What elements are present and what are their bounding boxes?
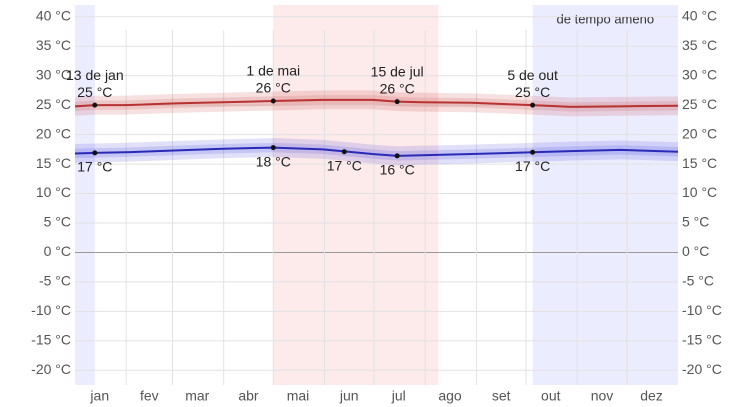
- x-tick-label: out: [541, 388, 561, 404]
- y-tick-label: 0 °C: [44, 243, 71, 259]
- season-region: [75, 5, 95, 385]
- annotation-value: 16 °C: [380, 162, 415, 178]
- y-tick-label-right: 15 °C: [682, 155, 717, 171]
- annotation-date: 15 de jul: [371, 63, 424, 79]
- y-tick-label-right: 40 °C: [682, 7, 717, 23]
- y-tick-label: 30 °C: [36, 66, 71, 82]
- y-tick-label: -10 °C: [31, 302, 71, 318]
- x-tick-label: abr: [238, 388, 259, 404]
- y-tick-label-right: -10 °C: [682, 302, 722, 318]
- annotation-value: 25 °C: [77, 84, 112, 100]
- temp-line: [74, 146, 679, 157]
- annotation-dot: [530, 149, 536, 155]
- y-tick-label-right: 20 °C: [682, 125, 717, 141]
- y-tick-label: 25 °C: [36, 96, 71, 112]
- annotation-value: 17 °C: [327, 157, 362, 173]
- annotation-value: 17 °C: [515, 158, 550, 174]
- x-tick-label: mai: [287, 388, 310, 404]
- annotation-dot: [394, 153, 400, 159]
- annotation-value: 25 °C: [515, 84, 550, 100]
- temp-line: [74, 98, 679, 108]
- y-tick-label: 15 °C: [36, 155, 71, 171]
- y-tick-label: -5 °C: [39, 273, 71, 289]
- y-tick-label-right: -5 °C: [682, 273, 714, 289]
- y-tick-label: -20 °C: [31, 361, 71, 377]
- annotation-date: 5 de out: [507, 67, 558, 83]
- y-tick-label-right: 35 °C: [682, 37, 717, 53]
- x-tick-label: ago: [438, 388, 462, 404]
- x-tick-label: set: [492, 388, 511, 404]
- x-tick-label: mar: [185, 388, 209, 404]
- annotation-value: 18 °C: [256, 153, 291, 169]
- y-tick-label-right: 5 °C: [682, 214, 709, 230]
- y-tick-label-right: -15 °C: [682, 332, 722, 348]
- y-tick-label-right: 0 °C: [682, 243, 709, 259]
- x-tick-label: nov: [591, 388, 614, 404]
- annotation-dot: [394, 99, 400, 105]
- annotation-date: 13 de jan: [66, 67, 124, 83]
- x-tick-label: fev: [140, 388, 159, 404]
- annotation-dot: [530, 102, 536, 108]
- annotation-dot: [341, 149, 347, 155]
- y-tick-label-right: -20 °C: [682, 361, 722, 377]
- season-region: [532, 5, 678, 385]
- band-area: [75, 142, 678, 161]
- y-tick-label: -15 °C: [31, 332, 71, 348]
- annotation-value: 26 °C: [256, 80, 291, 96]
- y-tick-label: 20 °C: [36, 125, 71, 141]
- annotation-dot: [270, 145, 276, 151]
- annotation-value: 17 °C: [77, 159, 112, 175]
- annotation-dot: [92, 102, 98, 108]
- x-tick-label: jan: [89, 388, 109, 404]
- x-tick-label: jun: [339, 388, 359, 404]
- x-tick-label: jul: [391, 388, 406, 404]
- annotation-value: 26 °C: [380, 80, 415, 96]
- y-tick-label: 10 °C: [36, 184, 71, 200]
- y-tick-label: 35 °C: [36, 37, 71, 53]
- annotation-dot: [270, 98, 276, 104]
- annotation-date: 1 de mai: [246, 63, 300, 79]
- y-tick-label-right: 10 °C: [682, 184, 717, 200]
- season-label: de tempo ameno: [557, 11, 655, 26]
- y-tick-label-right: 25 °C: [682, 96, 717, 112]
- band-area: [75, 138, 678, 166]
- band-area: [75, 95, 678, 112]
- season-region: [273, 5, 439, 385]
- band-area: [75, 90, 678, 117]
- y-tick-label-right: 30 °C: [682, 66, 717, 82]
- annotation-dot: [92, 150, 98, 156]
- y-tick-label: 5 °C: [44, 214, 71, 230]
- x-tick-label: dez: [640, 388, 663, 404]
- y-tick-label: 40 °C: [36, 7, 71, 23]
